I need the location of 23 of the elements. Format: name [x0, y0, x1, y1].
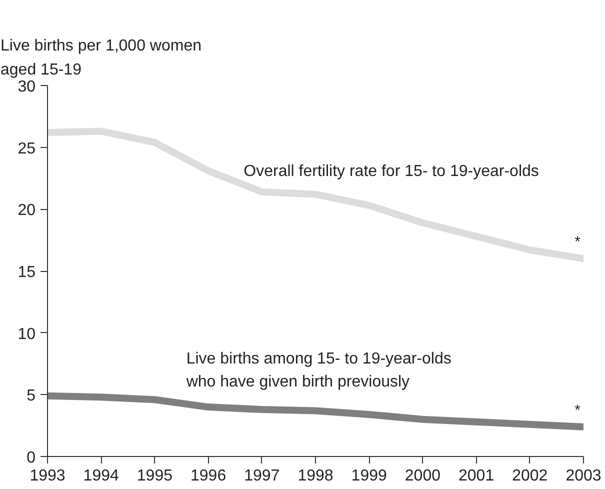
y-tick-label: 0: [26, 450, 36, 466]
x-tick-label: 1997: [244, 468, 280, 484]
x-tick-label: 2002: [512, 468, 548, 484]
x-tick-label: 1994: [83, 468, 119, 484]
x-tick-label: 1995: [136, 468, 173, 484]
y-axis-title: Live births per 1,000 women aged 15-19: [0, 38, 202, 78]
y-tick-label: 15: [18, 264, 36, 281]
x-tick-label: 1999: [351, 468, 387, 484]
x-tick-label: 1998: [298, 468, 334, 484]
annotation: *: [574, 234, 581, 251]
y-tick-label: 5: [26, 388, 36, 405]
y-tick-label: 25: [18, 140, 36, 158]
series-label: Live births among 15- to 19-year-olds who have given birth previously: [185, 350, 452, 390]
x-tick-label: 1993: [30, 468, 66, 484]
series-label: Overall fertility rate for 15- to 19-year-olds: [244, 163, 539, 180]
x-tick-label: 1996: [190, 468, 226, 484]
x-tick-label: 2001: [458, 468, 494, 484]
x-tick-label: 2003: [566, 468, 602, 484]
y-tick-label: 30: [18, 78, 36, 96]
y-tick-label: 10: [18, 326, 36, 343]
x-tick-label: 2000: [404, 468, 441, 484]
annotation: *: [574, 402, 581, 419]
y-tick-label: 20: [18, 202, 36, 220]
